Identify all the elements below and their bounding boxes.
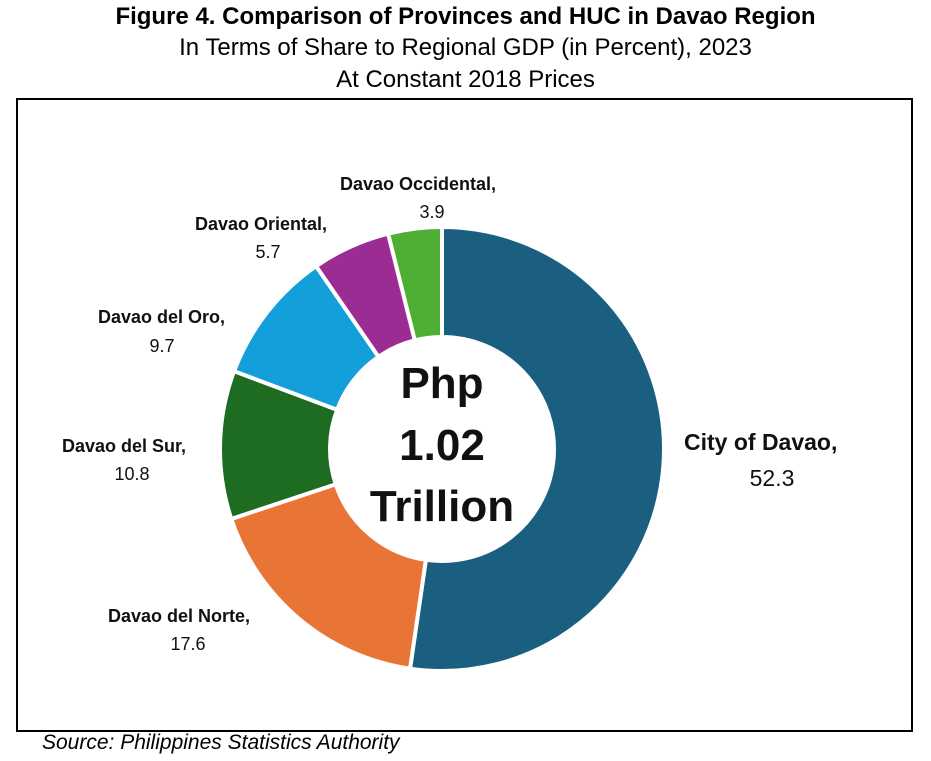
center-label-line-1: Php bbox=[400, 359, 483, 408]
donut-slices bbox=[218, 225, 666, 673]
source-note: Source: Philippines Statistics Authority bbox=[42, 731, 400, 754]
label-value-davao-occidental: 3.9 bbox=[419, 202, 444, 222]
slice-davao-occidental bbox=[386, 225, 444, 343]
center-label-line-3: Trillion bbox=[370, 482, 514, 531]
label-name-davao-del-norte: Davao del Norte, bbox=[108, 606, 250, 626]
chart-title: Figure 4. Comparison of Provinces and HU… bbox=[115, 3, 816, 30]
label-name-city-of-davao: City of Davao, bbox=[684, 429, 837, 455]
chart-frame bbox=[16, 98, 913, 732]
chart-subtitle-line1: In Terms of Share to Regional GDP (in Pe… bbox=[179, 34, 752, 61]
label-value-davao-del-oro: 9.7 bbox=[149, 336, 174, 356]
slice-davao-del-norte bbox=[229, 482, 428, 671]
label-value-davao-del-norte: 17.6 bbox=[170, 634, 205, 654]
label-name-davao-del-oro: Davao del Oro, bbox=[98, 307, 225, 327]
label-name-davao-occidental: Davao Occidental, bbox=[340, 174, 496, 194]
label-value-davao-oriental: 5.7 bbox=[255, 242, 280, 262]
slice-city-of-davao bbox=[408, 225, 666, 673]
label-name-davao-del-sur: Davao del Sur, bbox=[62, 436, 186, 456]
center-label-line-2: 1.02 bbox=[399, 421, 485, 470]
slice-labels: City of Davao, 52.3 Davao del Norte, 17.6 Da… bbox=[62, 174, 837, 654]
chart-subtitle-line2: At Constant 2018 Prices bbox=[336, 66, 595, 93]
label-name-davao-oriental: Davao Oriental, bbox=[195, 214, 327, 234]
label-value-davao-del-sur: 10.8 bbox=[114, 464, 149, 484]
label-value-city-of-davao: 52.3 bbox=[750, 465, 795, 491]
center-label: Php 1.02 Trillion bbox=[370, 359, 514, 531]
